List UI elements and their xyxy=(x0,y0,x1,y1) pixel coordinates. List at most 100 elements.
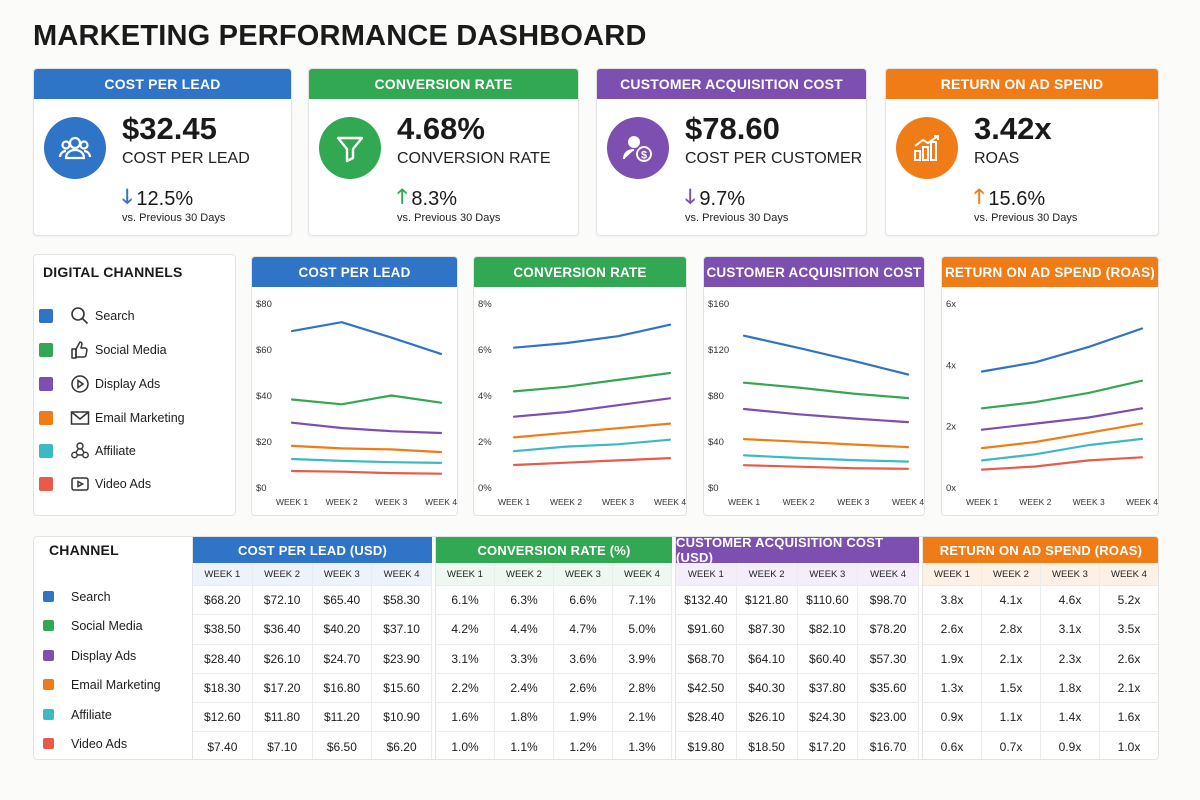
table-group-header: COST PER LEAD (USD) xyxy=(193,537,432,563)
table-cell: 4.1x xyxy=(982,586,1041,615)
table-cell: $42.50 xyxy=(676,673,737,703)
x-tick-label: WEEK 1 xyxy=(498,497,530,507)
legend-label: Display Ads xyxy=(95,377,161,391)
table-cell: $65.40 xyxy=(313,586,373,615)
x-tick-label: WEEK 1 xyxy=(276,497,308,507)
table-cell: $11.20 xyxy=(313,703,373,732)
legend-item-email-marketing: Email Marketing xyxy=(39,407,185,429)
y-tick-label: $0 xyxy=(708,483,719,494)
y-tick-label: $80 xyxy=(708,391,724,402)
kpi-period: vs. Previous 30 Days xyxy=(685,212,789,224)
table-cell: $18.50 xyxy=(737,732,798,759)
table-row: 2.2% 2.4% 2.6% 2.8% xyxy=(436,672,672,703)
line-chart-cost-per-lead: $0 $20 $40 $60 $80 WEEK 1 WEEK 2 WEEK 3 WEEK 4 xyxy=(256,299,457,507)
table-cell: $17.20 xyxy=(253,673,313,703)
series-line-affiliate xyxy=(980,437,1144,462)
page-title: MARKETING PERFORMANCE DASHBOARD xyxy=(33,20,647,52)
table-cell: $7.40 xyxy=(193,732,253,759)
table-cell: $40.20 xyxy=(313,615,373,644)
table-cell: $24.30 xyxy=(798,703,859,732)
table-row: 6.1% 6.3% 6.6% 7.1% xyxy=(436,585,672,615)
table-channel-row: Affiliate xyxy=(43,700,112,729)
table-channel-row: Email Marketing xyxy=(43,670,161,699)
table-cell: 3.5x xyxy=(1100,615,1158,643)
week-header: WEEK 3 xyxy=(1041,563,1100,585)
table-row: 1.0% 1.1% 1.2% 1.3% xyxy=(436,731,672,759)
week-header: WEEK 4 xyxy=(1100,563,1158,585)
table-cell: 1.5x xyxy=(982,673,1041,703)
table-cell: 2.1x xyxy=(982,644,1041,673)
week-header: WEEK 2 xyxy=(737,563,798,585)
table-row: 0.9x 1.1x 1.4x 1.6x xyxy=(923,702,1158,732)
channel-swatch xyxy=(43,679,54,690)
x-tick-label: WEEK 2 xyxy=(1019,497,1051,507)
table-group-header: CONVERSION RATE (%) xyxy=(436,537,672,563)
table-cell: $6.20 xyxy=(372,732,432,759)
series-line-display-ads xyxy=(512,397,672,418)
legend-swatch xyxy=(39,343,53,357)
channel-label: Social Media xyxy=(71,618,143,633)
kpi-period: vs. Previous 30 Days xyxy=(397,212,501,224)
table-cell: 1.4x xyxy=(1041,703,1100,732)
y-tick-label: $160 xyxy=(708,299,729,310)
table-week-row: WEEK 1 WEEK 2 WEEK 3 WEEK 4 xyxy=(193,563,432,585)
table-cell: 6.3% xyxy=(495,586,554,615)
table-cell: 2.4% xyxy=(495,673,554,703)
x-tick-label: WEEK 4 xyxy=(892,497,924,507)
chart-title: CUSTOMER ACQUISITION COST xyxy=(704,257,924,287)
table-cell: $23.90 xyxy=(372,644,432,673)
series-line-social-media xyxy=(290,394,443,406)
table-cell: 2.1x xyxy=(1100,674,1158,702)
table-row: $132.40 $121.80 $110.60 $98.70 xyxy=(676,585,919,615)
table-cell: $19.80 xyxy=(676,732,737,759)
table-cell: $26.10 xyxy=(253,644,313,673)
legend-item-search: Search xyxy=(39,305,135,327)
table-cell: 2.6x xyxy=(1100,645,1158,673)
table-cell: $60.40 xyxy=(798,644,859,673)
table-row: $28.40 $26.10 $24.30 $23.00 xyxy=(676,702,919,732)
chart-conversion-rate: CONVERSION RATE 0% 2% 4% 6% 8% WEEK 1 WEEK 2 WE… xyxy=(473,256,687,516)
table-cell: $16.80 xyxy=(313,673,373,703)
table-cell: $87.30 xyxy=(737,615,798,644)
arrow-up-icon: 🡑 xyxy=(397,186,408,208)
y-tick-label: 4% xyxy=(478,391,492,402)
arrow-up-icon: 🡑 xyxy=(974,186,985,208)
table-cell: $91.60 xyxy=(676,615,737,644)
y-tick-label: 4x xyxy=(946,360,956,371)
kpi-header: RETURN ON AD SPEND xyxy=(886,69,1158,99)
table-cell: 1.6% xyxy=(436,703,495,732)
chart-title: COST PER LEAD xyxy=(252,257,457,287)
table-row: $28.40 $26.10 $24.70 $23.90 xyxy=(193,643,432,673)
week-header: WEEK 2 xyxy=(253,563,313,585)
table-cell: $12.60 xyxy=(193,703,253,732)
legend-label: Email Marketing xyxy=(95,411,185,425)
table-row: $68.20 $72.10 $65.40 $58.30 xyxy=(193,585,432,615)
table-group-header: CUSTOMER ACQUISITION COST (USD) xyxy=(676,537,919,565)
x-tick-label: WEEK 1 xyxy=(966,497,998,507)
series-line-search xyxy=(512,323,672,349)
kpi-header: CONVERSION RATE xyxy=(309,69,578,99)
table-cell: $37.80 xyxy=(798,673,859,703)
table-group-header: RETURN ON AD SPEND (ROAS) xyxy=(923,537,1158,563)
table-row: 1.3x 1.5x 1.8x 2.1x xyxy=(923,672,1158,703)
table-cell: 1.3x xyxy=(923,673,982,703)
table-row: 1.6% 1.8% 1.9% 2.1% xyxy=(436,702,672,732)
week-header: WEEK 1 xyxy=(676,563,737,585)
y-tick-label: $40 xyxy=(708,437,724,448)
kpi-change-value: 12.5% xyxy=(136,187,194,210)
channel-label: Affiliate xyxy=(71,707,112,722)
y-tick-label: $20 xyxy=(256,437,272,448)
table-cell: $57.30 xyxy=(858,644,919,673)
week-header: WEEK 4 xyxy=(372,563,432,585)
table-group-customer-acquisition-cost: CUSTOMER ACQUISITION COST (USD) WEEK 1 W… xyxy=(675,537,919,759)
kpi-card-customer-acquisition-cost: CUSTOMER ACQUISITION COST $ $78.60 COST … xyxy=(596,68,867,236)
table-group-return-on-ad-spend: RETURN ON AD SPEND (ROAS) WEEK 1 WEEK 2 … xyxy=(922,537,1158,759)
series-line-display-ads xyxy=(742,407,910,424)
line-chart-conversion-rate: 0% 2% 4% 6% 8% WEEK 1 WEEK 2 WEEK 3 WEEK 4 xyxy=(478,299,686,507)
table-cell: 3.3% xyxy=(495,644,554,673)
channel-swatch xyxy=(43,620,54,631)
y-tick-label: $40 xyxy=(256,391,272,402)
table-cell: 5.0% xyxy=(613,615,672,644)
legend-swatch xyxy=(39,309,53,323)
x-tick-label: WEEK 3 xyxy=(1073,497,1105,507)
